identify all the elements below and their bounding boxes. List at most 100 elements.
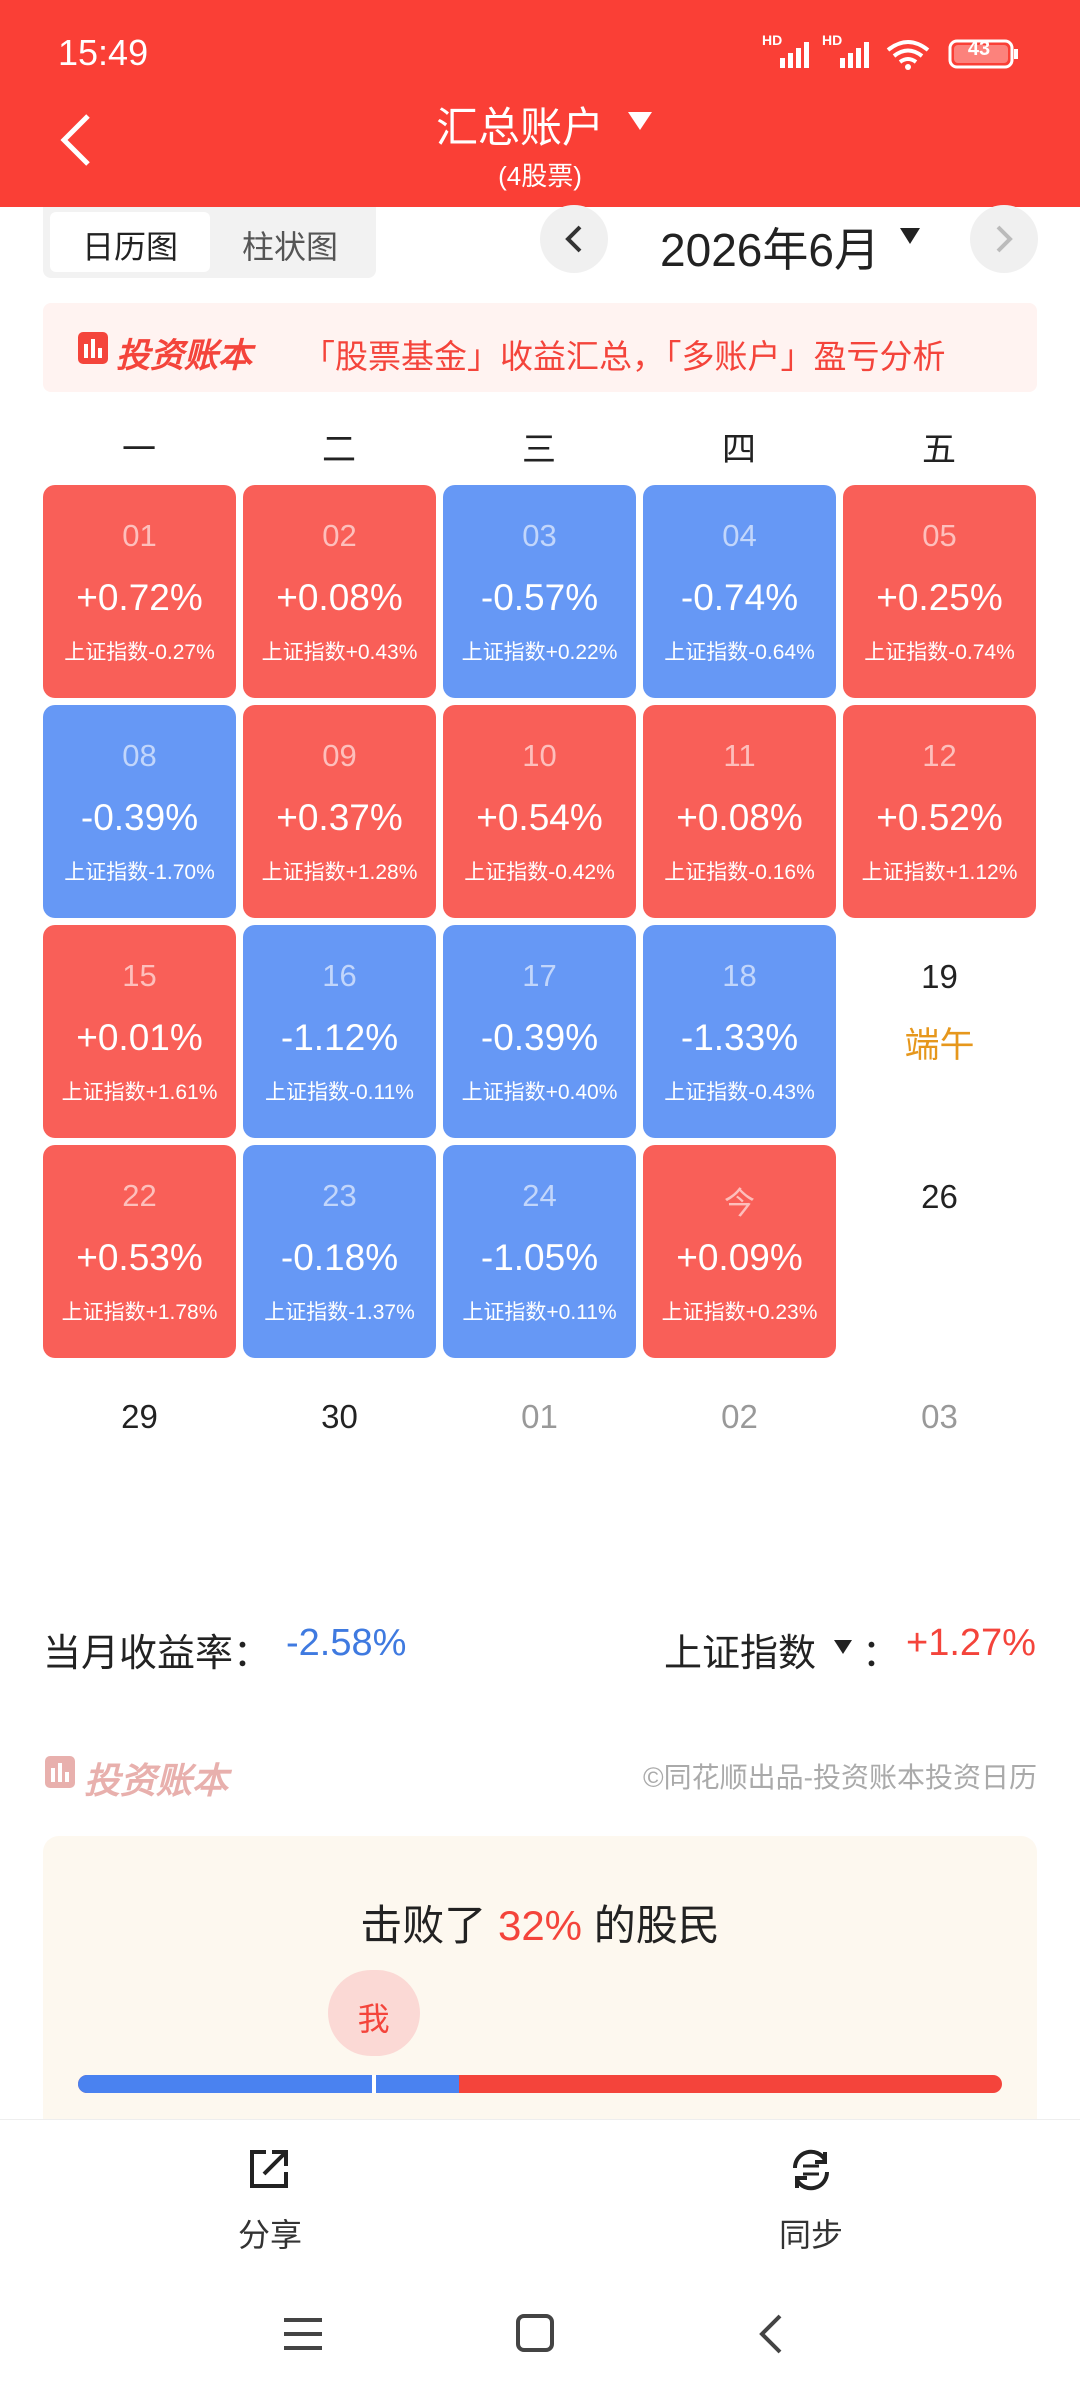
day-cell[interactable]: 23 -0.18% 上证指数-1.37% — [243, 1145, 436, 1358]
day-return: -1.33% — [680, 1017, 799, 1058]
tab-active-bg — [50, 212, 210, 272]
nav-menu[interactable] — [284, 2318, 322, 2350]
day-cell[interactable]: 01 +0.72% 上证指数-0.27% — [43, 485, 236, 698]
day-return: +0.25% — [876, 577, 1003, 618]
index-value: +1.27% — [906, 1622, 1036, 1664]
day-index: 上证指数+1.28% — [261, 861, 418, 884]
summary-separator: ： — [862, 1633, 901, 1675]
ranking-percent: 32% — [497, 1902, 583, 1949]
day-number: 08 — [122, 738, 157, 773]
network-label: HD — [822, 32, 843, 48]
day-return: +0.08% — [676, 797, 803, 838]
day-number: 22 — [122, 1178, 157, 1213]
back-button[interactable] — [58, 112, 98, 168]
month-dropdown[interactable] — [898, 226, 922, 246]
day-cell[interactable]: 24 -1.05% 上证指数+0.11% — [443, 1145, 636, 1358]
brand-icon — [78, 332, 108, 364]
day-number: 11 — [723, 738, 756, 773]
status-icons — [780, 39, 1018, 70]
day-cell[interactable]: 05 +0.25% 上证指数-0.74% — [843, 485, 1036, 698]
day-index: 上证指数-0.74% — [864, 641, 1015, 664]
day-number: 29 — [121, 1398, 158, 1435]
day-index: 上证指数+0.23% — [661, 1301, 818, 1324]
day-cell[interactable]: 03 -0.57% 上证指数+0.22% — [443, 485, 636, 698]
day-index: 上证指数-0.43% — [664, 1081, 815, 1104]
day-number: 01 — [521, 1398, 558, 1435]
day-cell-plain: 02 — [643, 1365, 836, 1578]
next-month[interactable] — [970, 205, 1038, 273]
day-cell-plain: 29 — [43, 1365, 236, 1578]
day-index: 上证指数+0.43% — [261, 641, 418, 664]
header-title[interactable]: 汇总账户 — [435, 104, 605, 151]
day-cell[interactable]: 10 +0.54% 上证指数-0.42% — [443, 705, 636, 918]
day-number: 09 — [322, 738, 357, 773]
day-cell[interactable]: 18 -1.33% 上证指数-0.43% — [643, 925, 836, 1138]
ranking-marker-label: 我 — [357, 2001, 390, 2037]
dropdown-arrow[interactable] — [626, 110, 656, 132]
footer-brand: 投资账本 — [84, 1760, 229, 1801]
day-return: +0.52% — [876, 797, 1003, 838]
weekday: 一 — [122, 431, 156, 469]
day-number: 19 — [921, 958, 958, 995]
action-label[interactable]: 分享 — [237, 2217, 303, 2253]
day-number: 17 — [522, 958, 557, 993]
day-return: -0.39% — [80, 797, 199, 838]
footer-brand-icon — [45, 1756, 75, 1788]
header-bar — [0, 0, 1080, 207]
network-label: HD — [762, 32, 783, 48]
day-return: +0.01% — [76, 1017, 203, 1058]
tab[interactable]: 日历图 — [81, 229, 179, 265]
index-label[interactable]: 上证指数 — [664, 1633, 817, 1675]
banner[interactable] — [43, 303, 1037, 392]
nav-back[interactable] — [759, 2314, 782, 2354]
day-number: 15 — [122, 958, 157, 993]
day-return: +0.53% — [76, 1237, 203, 1278]
day-cell[interactable]: 17 -0.39% 上证指数+0.40% — [443, 925, 636, 1138]
day-index: 上证指数+0.22% — [461, 641, 618, 664]
day-cell-plain: 01 — [443, 1365, 636, 1578]
day-index: 上证指数+1.12% — [861, 861, 1018, 884]
day-cell[interactable]: 11 +0.08% 上证指数-0.16% — [643, 705, 836, 918]
day-return: -0.18% — [280, 1237, 399, 1278]
day-return: +0.54% — [476, 797, 603, 838]
day-number: 18 — [722, 958, 757, 993]
nav-home[interactable] — [516, 2314, 554, 2352]
day-index: 上证指数-0.42% — [464, 861, 615, 884]
day-cell-plain: 03 — [843, 1365, 1036, 1578]
day-index: 上证指数-0.64% — [664, 641, 815, 664]
day-return: -1.05% — [480, 1237, 599, 1278]
day-cell[interactable]: 04 -0.74% 上证指数-0.64% — [643, 485, 836, 698]
day-number: 30 — [321, 1398, 358, 1435]
index-dropdown[interactable] — [832, 1638, 854, 1656]
day-index: 上证指数-1.70% — [64, 861, 215, 884]
day-cell[interactable]: 08 -0.39% 上证指数-1.70% — [43, 705, 236, 918]
tab[interactable]: 柱状图 — [241, 229, 339, 265]
day-number: 24 — [522, 1178, 557, 1213]
day-number: 03 — [522, 518, 557, 553]
prev-month[interactable] — [540, 205, 608, 273]
banner-text: 「股票基金」收益汇总，「多账户」盈亏分析 — [302, 338, 946, 375]
sync-icon[interactable] — [787, 2146, 835, 2194]
day-return: -0.39% — [480, 1017, 599, 1058]
day-number: 04 — [722, 518, 757, 553]
day-cell[interactable]: 09 +0.37% 上证指数+1.28% — [243, 705, 436, 918]
day-cell[interactable]: 22 +0.53% 上证指数+1.78% — [43, 1145, 236, 1358]
day-cell[interactable]: 02 +0.08% 上证指数+0.43% — [243, 485, 436, 698]
day-number: 今 — [724, 1186, 755, 1221]
month-label[interactable]: 2026年6月 — [660, 224, 880, 276]
day-cell[interactable]: 15 +0.01% 上证指数+1.61% — [43, 925, 236, 1138]
day-number: 23 — [322, 1178, 357, 1213]
share-icon[interactable] — [246, 2146, 292, 2192]
day-return: -1.12% — [280, 1017, 399, 1058]
day-cell[interactable]: 今 +0.09% 上证指数+0.23% — [643, 1145, 836, 1358]
day-cell[interactable]: 12 +0.52% 上证指数+1.12% — [843, 705, 1036, 918]
header-subtitle: (4股票) — [498, 161, 582, 191]
banner-brand: 投资账本 — [116, 337, 252, 375]
footer-credit: ©同花顺出品-投资账本投资日历 — [643, 1762, 1037, 1793]
day-index: 上证指数-0.16% — [664, 861, 815, 884]
day-cell[interactable]: 16 -1.12% 上证指数-0.11% — [243, 925, 436, 1138]
battery-level: 43 — [967, 38, 991, 60]
day-index: 上证指数-0.11% — [265, 1081, 414, 1104]
action-label[interactable]: 同步 — [778, 2217, 844, 2253]
